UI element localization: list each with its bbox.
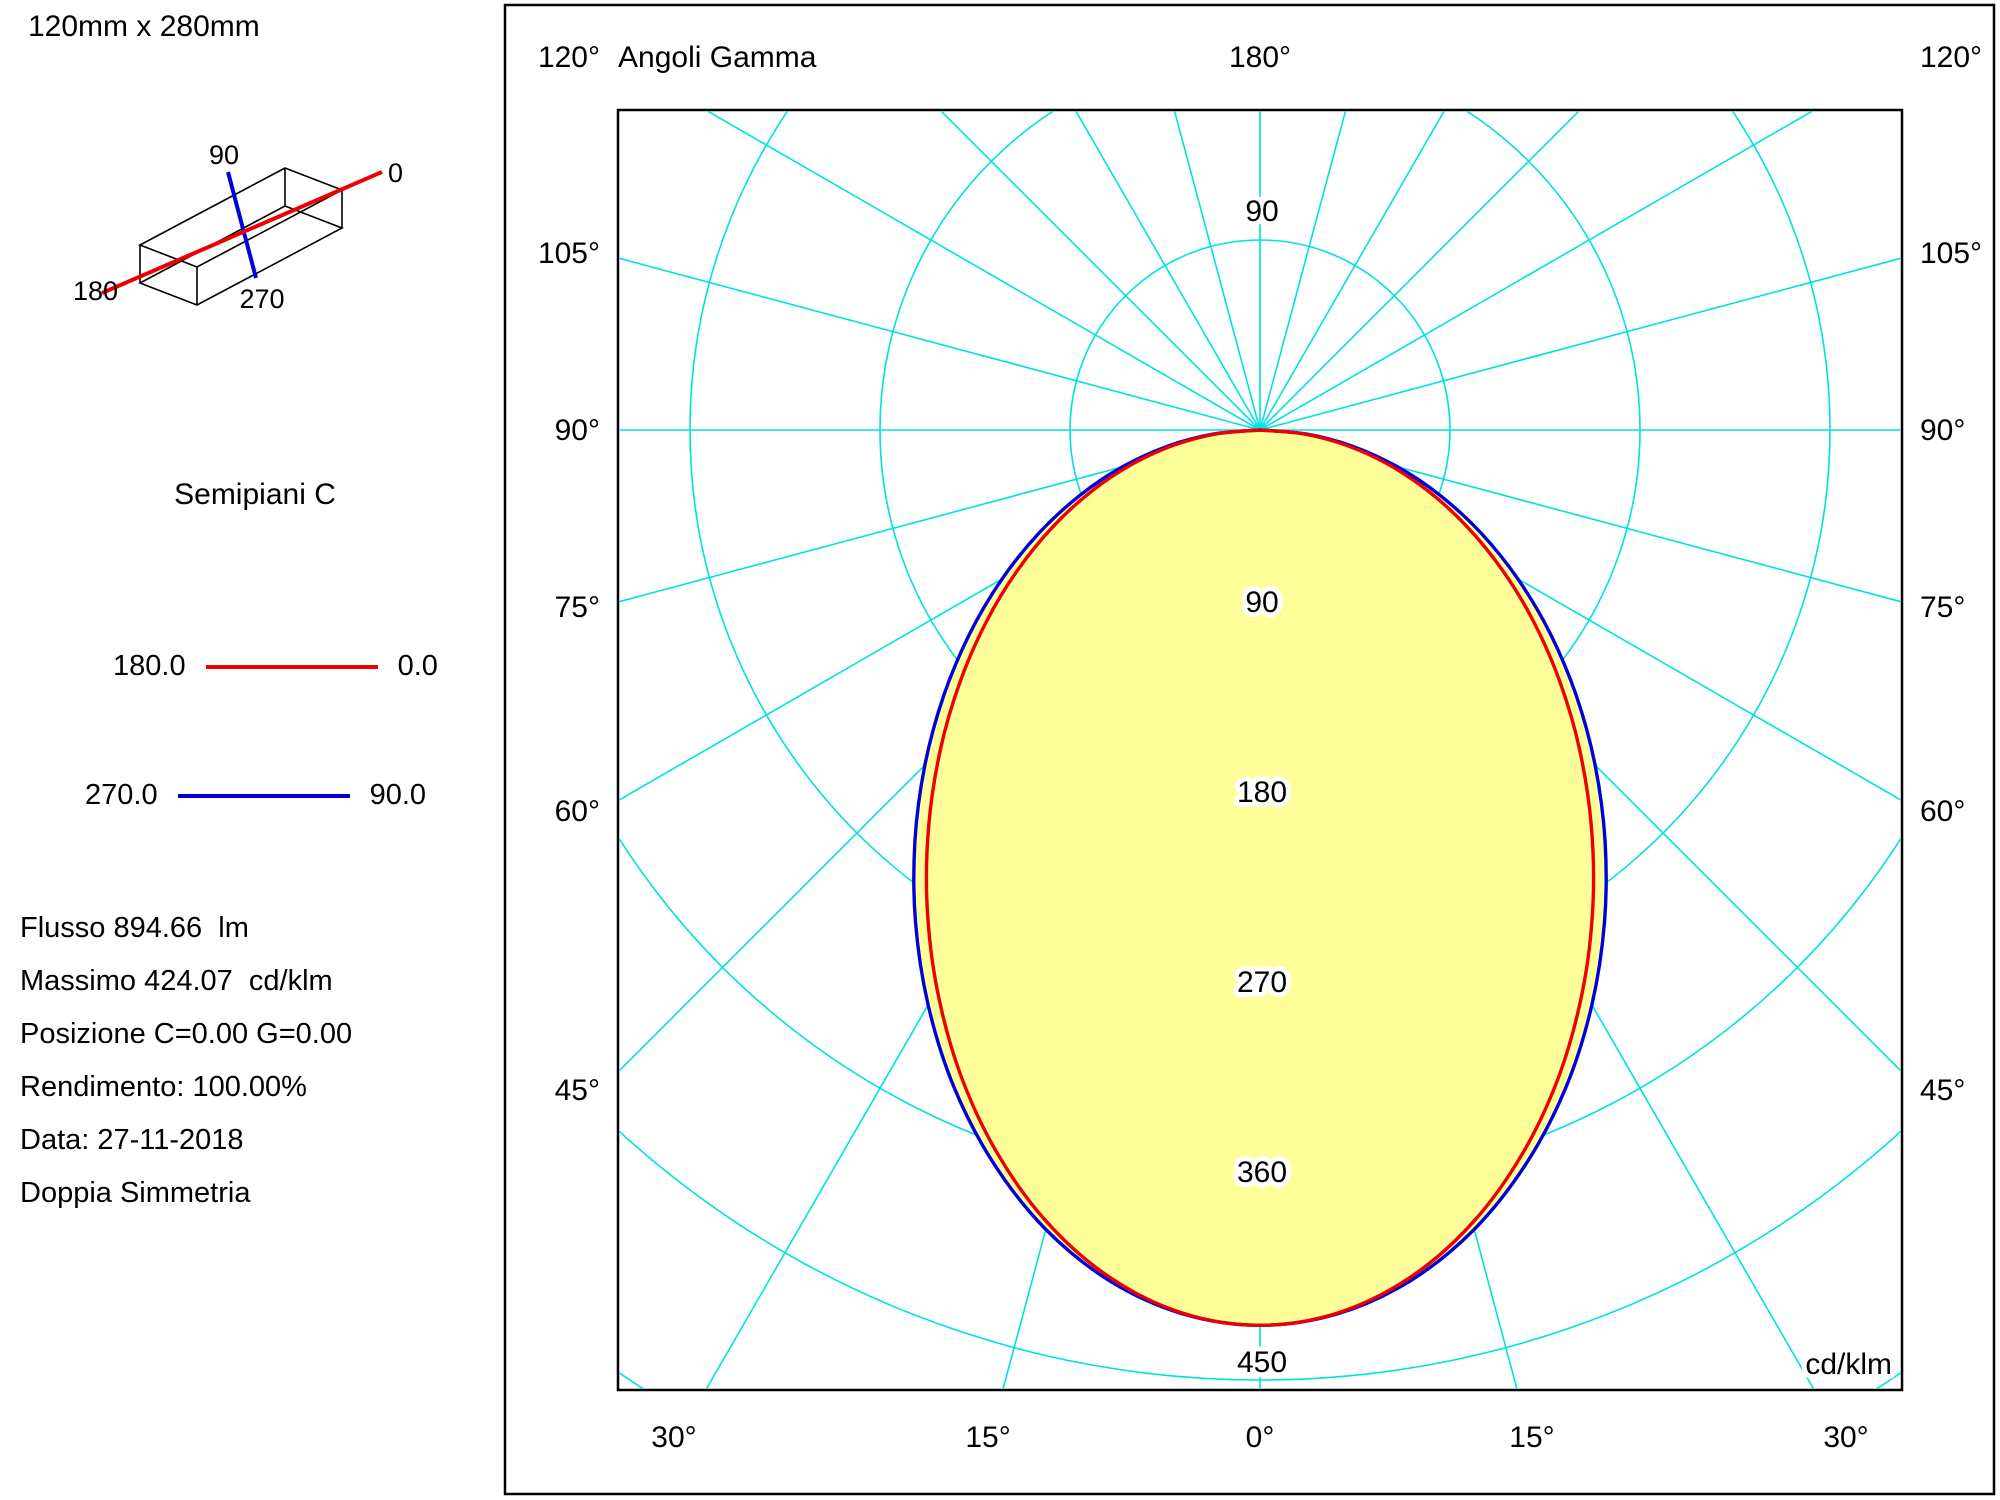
chart-title: Angoli Gamma [618, 41, 817, 74]
curve-fill-c0-c180 [926, 430, 1594, 1326]
curve-c0-c180 [924, 428, 1596, 1327]
legend-label-270: 270.0 [85, 779, 158, 811]
radial-tick-label: 450 [1237, 1346, 1287, 1379]
legend-line-blue [177, 793, 350, 798]
gamma-label-left-75: 75° [555, 591, 600, 624]
gamma-label-left-120: 120° [538, 41, 600, 74]
photometric-axes-diagram: 90 0 180 270 [73, 140, 403, 314]
gamma-label-bottom-0: 0° [1246, 1421, 1275, 1454]
info-symmetry: Doppia Simmetria [20, 1177, 251, 1209]
axis-label-0: 0 [388, 158, 403, 188]
legend-label-180: 180.0 [113, 650, 186, 682]
info-efficiency: Rendimento: 100.00% [20, 1071, 307, 1103]
gamma-label-top-180: 180° [1229, 41, 1291, 74]
radial-tick-labels: 90 180 270 360 450 90 [1232, 190, 1292, 1384]
axis-label-180: 180 [73, 276, 118, 306]
radial-tick-label: 360 [1237, 1156, 1287, 1189]
c0-c180-axis-line [101, 170, 383, 295]
axis-label-90: 90 [209, 140, 239, 170]
luminaire-size-label: 120mm x 280mm [28, 10, 260, 43]
axis-label-270: 270 [239, 284, 284, 314]
info-date: Data: 27-11-2018 [20, 1124, 244, 1156]
gamma-label-bottom-30: 30° [1823, 1421, 1868, 1454]
gamma-label-left-90: 90° [555, 414, 600, 447]
radial-tick-label: 180 [1237, 776, 1287, 809]
legend-line-red [205, 664, 378, 669]
radial-tick-label: 270 [1237, 966, 1287, 999]
gamma-label-left-105: 105° [538, 237, 600, 270]
radial-tick-label: 90 [1245, 586, 1278, 619]
info-position: Posizione C=0.00 G=0.00 [20, 1018, 353, 1050]
legend-label-90: 90.0 [369, 779, 427, 811]
radial-tick-label-upper: 90 [1245, 195, 1278, 228]
gamma-label-right-105: 105° [1920, 237, 1982, 270]
gamma-label-right-60: 60° [1920, 795, 1965, 828]
legend-row-c0-c180: 180.0 0.0 [113, 650, 438, 683]
gamma-label-right-45: 45° [1920, 1074, 1965, 1107]
photometric-info-block: Flusso 894.66 lm Massimo 424.07 cd/klm P… [20, 902, 352, 1220]
info-maximum: Massimo 424.07 cd/klm [20, 965, 333, 997]
gamma-label-right-75: 75° [1920, 591, 1965, 624]
gamma-label-bottom-15: 15° [965, 1421, 1010, 1454]
gamma-label-bottom-30: 30° [651, 1421, 696, 1454]
gamma-label-left-60: 60° [555, 795, 600, 828]
info-flux: Flusso 894.66 lm [20, 912, 249, 944]
semipiani-label: Semipiani C [174, 478, 336, 511]
legend-row-c90-c270: 270.0 90.0 [85, 779, 426, 812]
gamma-label-bottom-15: 15° [1509, 1421, 1554, 1454]
gamma-angle-labels: 45° 45° 60° 60° 75° 75° 90° 90° 105° 105° 120° 120°… [538, 41, 1982, 1454]
gamma-label-left-45: 45° [555, 1074, 600, 1107]
unit-label: cd/klm [1805, 1348, 1892, 1381]
legend-label-0: 0.0 [397, 650, 438, 682]
gamma-label-right-120: 120° [1920, 41, 1982, 74]
c90-c270-axis-line [226, 171, 258, 279]
gamma-label-right-90: 90° [1920, 414, 1965, 447]
